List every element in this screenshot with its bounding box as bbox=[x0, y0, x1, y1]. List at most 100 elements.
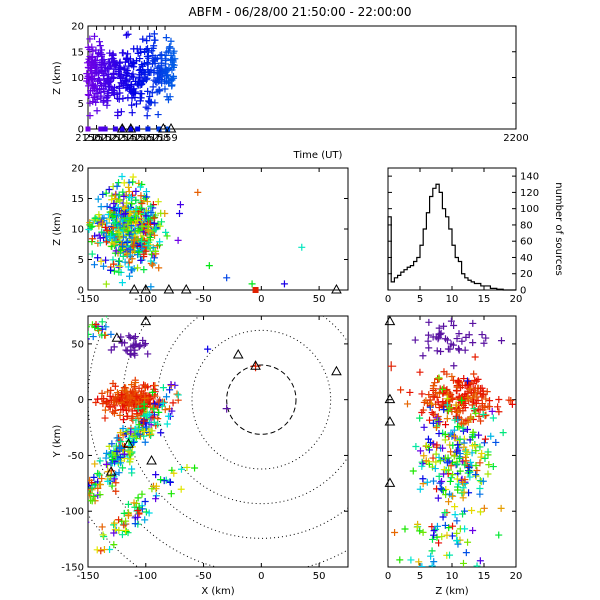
source-point bbox=[128, 465, 136, 473]
source-point bbox=[430, 393, 438, 401]
source-point bbox=[98, 475, 106, 483]
source-point bbox=[124, 82, 132, 90]
source-point bbox=[416, 414, 424, 422]
source-point bbox=[425, 391, 433, 399]
source-point bbox=[88, 485, 95, 493]
source-point bbox=[489, 414, 497, 422]
source-point bbox=[120, 521, 128, 529]
source-point bbox=[170, 469, 178, 477]
source-point bbox=[136, 97, 144, 105]
source-point bbox=[495, 408, 503, 416]
source-point bbox=[432, 458, 440, 466]
source-point bbox=[117, 438, 125, 446]
source-point bbox=[103, 227, 111, 235]
station-triangle bbox=[125, 122, 137, 133]
panel-z-vs-time-ylabel: Z (km) bbox=[52, 61, 63, 94]
source-point bbox=[119, 94, 127, 102]
source-point bbox=[123, 395, 131, 403]
source-point bbox=[136, 78, 144, 86]
source-point bbox=[495, 395, 503, 403]
source-point bbox=[157, 476, 165, 484]
source-point bbox=[436, 457, 444, 465]
x-tick-label: 0 bbox=[258, 294, 264, 305]
source-point bbox=[403, 400, 411, 408]
source-point bbox=[124, 512, 132, 520]
source-point bbox=[112, 247, 120, 255]
source-point bbox=[92, 399, 100, 406]
source-point bbox=[455, 346, 463, 354]
source-point bbox=[124, 30, 132, 38]
source-point bbox=[468, 449, 476, 457]
source-point bbox=[94, 195, 102, 203]
source-point bbox=[121, 450, 129, 458]
source-point bbox=[98, 331, 106, 339]
range-ring bbox=[88, 316, 348, 567]
source-point bbox=[124, 227, 132, 235]
source-point bbox=[121, 76, 129, 84]
x-tick-label: -50 bbox=[195, 571, 211, 582]
source-point bbox=[152, 471, 160, 479]
source-point bbox=[174, 391, 182, 399]
source-point bbox=[113, 447, 121, 455]
source-point bbox=[90, 473, 98, 481]
source-point bbox=[169, 399, 177, 407]
source-point bbox=[481, 403, 489, 411]
source-point bbox=[160, 477, 168, 485]
x-tick-label: 50 bbox=[313, 294, 326, 305]
source-point bbox=[141, 395, 149, 403]
source-point bbox=[128, 200, 136, 208]
source-point bbox=[143, 193, 151, 201]
source-point bbox=[451, 503, 459, 511]
source-point bbox=[170, 74, 178, 82]
source-point bbox=[131, 93, 139, 101]
source-point bbox=[435, 472, 443, 480]
source-point bbox=[129, 241, 137, 249]
source-point bbox=[461, 390, 469, 398]
source-point bbox=[428, 535, 436, 543]
source-point bbox=[141, 498, 149, 506]
source-point bbox=[426, 416, 434, 424]
source-point bbox=[438, 385, 446, 393]
source-point bbox=[428, 562, 436, 567]
source-point bbox=[110, 200, 118, 208]
source-point bbox=[452, 414, 460, 422]
source-point bbox=[86, 221, 94, 229]
source-point bbox=[132, 100, 140, 108]
source-point bbox=[104, 76, 112, 84]
source-point bbox=[163, 420, 171, 428]
source-point bbox=[111, 396, 119, 404]
source-point bbox=[96, 457, 104, 465]
ground-strike bbox=[112, 126, 118, 132]
source-point bbox=[122, 517, 130, 525]
source-point bbox=[441, 431, 449, 439]
source-point bbox=[150, 36, 158, 44]
y-tick-label: 60 bbox=[520, 237, 533, 248]
source-point bbox=[106, 316, 108, 318]
source-point bbox=[167, 37, 175, 45]
source-point bbox=[109, 89, 117, 97]
source-point bbox=[89, 47, 97, 55]
source-point bbox=[131, 333, 139, 341]
source-point bbox=[136, 183, 144, 191]
source-point bbox=[478, 449, 486, 457]
source-point bbox=[141, 382, 149, 390]
source-point bbox=[79, 499, 86, 506]
source-point bbox=[459, 510, 467, 518]
source-point bbox=[167, 381, 175, 389]
source-point bbox=[109, 224, 117, 232]
source-point bbox=[108, 440, 116, 448]
source-point bbox=[422, 457, 430, 465]
source-point bbox=[481, 435, 489, 443]
source-point bbox=[466, 473, 474, 481]
y-tick-label: -100 bbox=[61, 507, 84, 518]
source-point bbox=[115, 191, 123, 199]
y-tick-label: 120 bbox=[520, 188, 539, 199]
source-point bbox=[464, 418, 472, 426]
station-triangle bbox=[331, 283, 342, 294]
x-tick-label: -100 bbox=[134, 571, 157, 582]
x-tick-label: 10 bbox=[446, 571, 459, 582]
source-point bbox=[129, 438, 137, 446]
source-point bbox=[135, 421, 143, 429]
source-point bbox=[461, 461, 469, 469]
source-point bbox=[406, 388, 414, 396]
